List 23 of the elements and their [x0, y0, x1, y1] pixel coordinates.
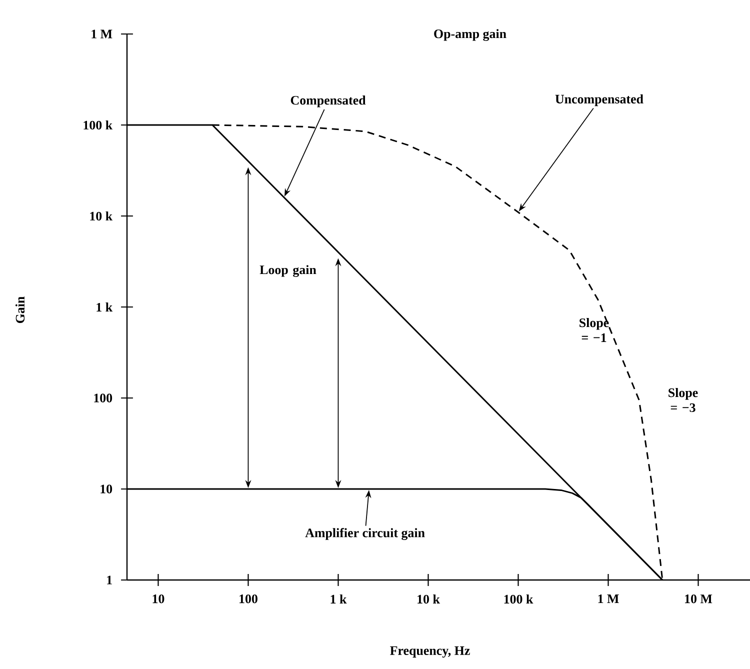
annotation: Slope = −1 [580, 318, 609, 342]
x-tick-label: 100 [240, 594, 258, 604]
annotation: Loop gain [260, 265, 316, 277]
annotation: Amplifier circuit gain [305, 528, 425, 540]
x-tick-label: 10 M [685, 594, 712, 604]
y-tick-label: 1 [107, 576, 112, 584]
y-tick-label: 10 k [90, 211, 113, 221]
y-tick-label: 10 [100, 484, 112, 494]
annotation: Uncompensated [555, 94, 644, 106]
x-tick-label: 10 [152, 594, 164, 604]
y-tick-label: 1 M [92, 30, 112, 38]
y-axis-title: Gain [15, 296, 25, 324]
annotation: Slope = −3 [668, 388, 698, 412]
y-tick-label: 100 [94, 394, 112, 402]
x-tick-label: 1 k [330, 594, 347, 604]
y-tick-label: 1 k [96, 302, 113, 312]
y-tick-label: 100 k [84, 120, 113, 130]
x-tick-label: 100 k [504, 594, 534, 604]
x-tick-label: 10 k [418, 594, 440, 604]
chart-title: Op-amp gain [434, 29, 506, 41]
annotation: Compensated [290, 96, 366, 108]
x-axis-title: Frequency, Hz [390, 646, 470, 658]
x-tick-label: 1 M [598, 594, 619, 604]
